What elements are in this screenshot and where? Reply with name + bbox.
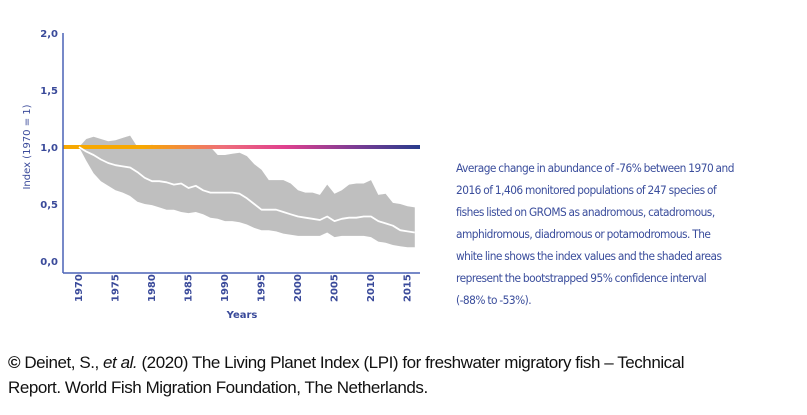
y-tick-label: 1,0	[40, 143, 58, 154]
y-tick-label: 0,5	[40, 200, 58, 211]
baseline-reference-line	[63, 145, 420, 149]
citation-authors: Deinet, S.,	[20, 353, 104, 372]
caption-line: 2016 of 1,406 monitored populations of 2…	[456, 183, 717, 197]
citation-line-2: Report. World Fish Migration Foundation,…	[8, 378, 428, 397]
copyright-symbol: ©	[8, 353, 21, 372]
x-tick-label: 1975	[111, 274, 122, 302]
x-tick-label: 2010	[366, 274, 377, 302]
citation-et-al: et al.	[103, 353, 138, 372]
caption-line: Average change in abundance of -76% betw…	[456, 161, 734, 175]
citation-line-1: © Deinet, S., et al. (2020) The Living P…	[8, 350, 807, 375]
x-tick-labels: 1970 1975 1980 1985 1990 1995 2000 2005 2010 2015	[74, 274, 414, 302]
y-tick-label: 2,0	[40, 29, 58, 40]
index-line-layer	[78, 146, 415, 234]
lpi-chart: 0,0 0,5 1,0 1,5 2,0 1970 1975 1980 1985 1990 1995…	[22, 29, 420, 321]
x-tick-label: 2015	[403, 274, 414, 302]
axes	[62, 33, 420, 274]
x-tick-label: 1990	[220, 274, 231, 302]
caption-line: represent the bootstrapped 95% confidenc…	[456, 271, 707, 285]
index-line	[78, 146, 415, 234]
y-tick-label: 0,0	[40, 257, 58, 268]
confidence-band-layer	[79, 135, 415, 248]
source-citation: © Deinet, S., et al. (2020) The Living P…	[8, 350, 807, 400]
x-tick-label: 2005	[330, 274, 341, 302]
x-tick-label: 1970	[74, 274, 85, 302]
reference-line-layer	[63, 145, 420, 149]
caption-line: fishes listed on GROMS as anadromous, ca…	[456, 205, 715, 219]
caption-line: white line shows the index values and th…	[456, 249, 722, 263]
x-axis-title: Years	[226, 310, 258, 321]
y-axis-title: Index (1970 = 1)	[22, 104, 33, 189]
x-tick-label: 1995	[257, 274, 268, 302]
caption-line: amphidromous, diadromous or potamodromou…	[456, 227, 711, 241]
y-tick-labels: 0,0 0,5 1,0 1,5 2,0	[40, 29, 58, 268]
confidence-band	[79, 135, 415, 248]
x-tick-label: 1980	[147, 274, 158, 302]
citation-title: (2020) The Living Planet Index (LPI) for…	[137, 353, 685, 372]
chart-caption: Average change in abundance of -76% betw…	[456, 157, 782, 311]
x-tick-label: 2000	[293, 274, 304, 302]
x-tick-label: 1985	[184, 274, 195, 302]
y-tick-label: 1,5	[40, 86, 58, 97]
caption-line: (-88% to -53%).	[456, 293, 532, 307]
